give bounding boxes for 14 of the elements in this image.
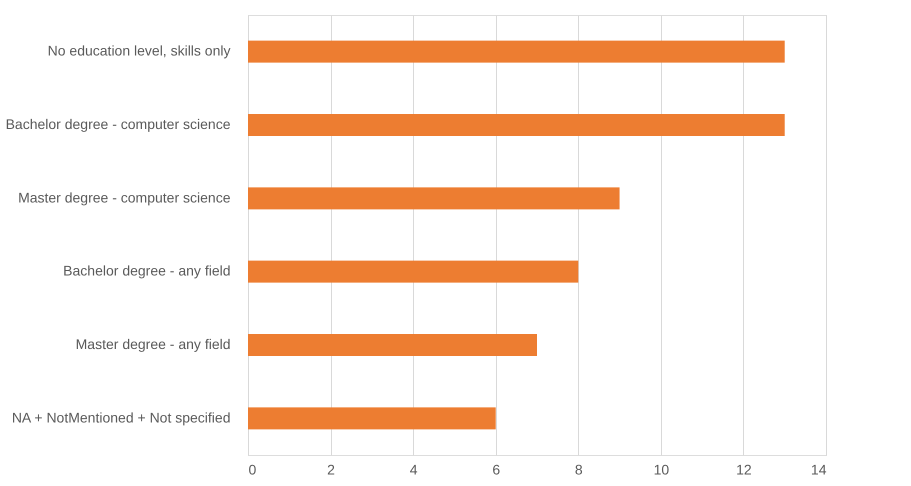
x-tick-label: 6 xyxy=(492,462,500,478)
x-tick-label: 8 xyxy=(574,462,583,478)
x-tick-label: 14 xyxy=(810,462,827,478)
y-tick-label: Master degree - computer science xyxy=(18,189,231,206)
y-tick-label: No education level, skills only xyxy=(48,42,230,59)
x-tick-label: 2 xyxy=(327,462,336,478)
x-tick-label: 10 xyxy=(654,462,670,478)
y-tick-label: Bachelor degree - any field xyxy=(63,262,230,279)
y-tick-label: Bachelor degree - computer science xyxy=(6,116,231,132)
x-tick-label: 0 xyxy=(248,462,256,478)
y-tick-label: NA + NotMentioned + Not specified xyxy=(12,409,230,426)
x-tick-label: 12 xyxy=(736,462,752,478)
x-tick-label: 4 xyxy=(410,462,418,478)
y-tick-label: Master degree - any field xyxy=(76,336,230,352)
